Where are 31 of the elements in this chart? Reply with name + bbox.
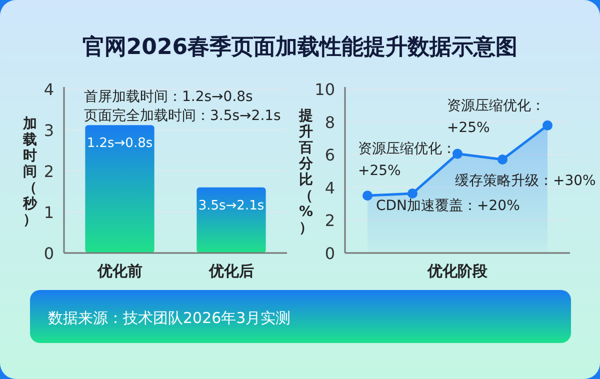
y-tick-label: 4 <box>324 178 335 198</box>
y-tick-label: 0 <box>44 244 54 263</box>
annotation: 页面完全加载时间：3.5s→2.1s <box>84 108 281 124</box>
y-tick-label: 1 <box>44 203 54 222</box>
annotation: 1.2s→0.8s <box>86 136 153 152</box>
y-tick-label: 0 <box>324 244 335 263</box>
annotation: 资源压缩优化：+25% <box>447 98 545 136</box>
x-tick-label: 优化前 <box>96 262 142 280</box>
annotation: CDN加速覆盖：+20% <box>376 198 520 214</box>
y-tick-label: 8 <box>324 112 335 132</box>
annotation: 资源压缩优化：+25% <box>358 141 456 179</box>
point <box>498 154 508 165</box>
y-axis-title: 提升百分比（%） <box>298 108 314 236</box>
chart-title: 官网2026春季页面加载性能提升数据示意图 <box>82 34 518 60</box>
x-axis-title: 优化阶段 <box>426 262 488 280</box>
y-tick-label: 2 <box>324 211 335 230</box>
point <box>362 190 372 201</box>
y-tick-label: 6 <box>324 146 335 165</box>
point <box>542 120 552 130</box>
annotation: 3.5s→2.1s <box>198 198 264 214</box>
annotation: 缓存策略升级：+30% <box>455 173 596 189</box>
y-tick-label: 10 <box>314 80 335 99</box>
source-note: 数据来源：技术团队2026年3月实测 <box>48 309 291 327</box>
y-tick-label: 2 <box>44 162 54 181</box>
y-axis-title: 加载时间（秒） <box>22 116 38 228</box>
annotation: 首屏加载时间：1.2s→0.8s <box>84 89 253 105</box>
point <box>452 148 462 159</box>
x-tick-label: 优化后 <box>208 262 254 280</box>
point <box>408 188 418 198</box>
y-tick-label: 3 <box>44 121 54 140</box>
y-tick-label: 4 <box>44 80 54 99</box>
